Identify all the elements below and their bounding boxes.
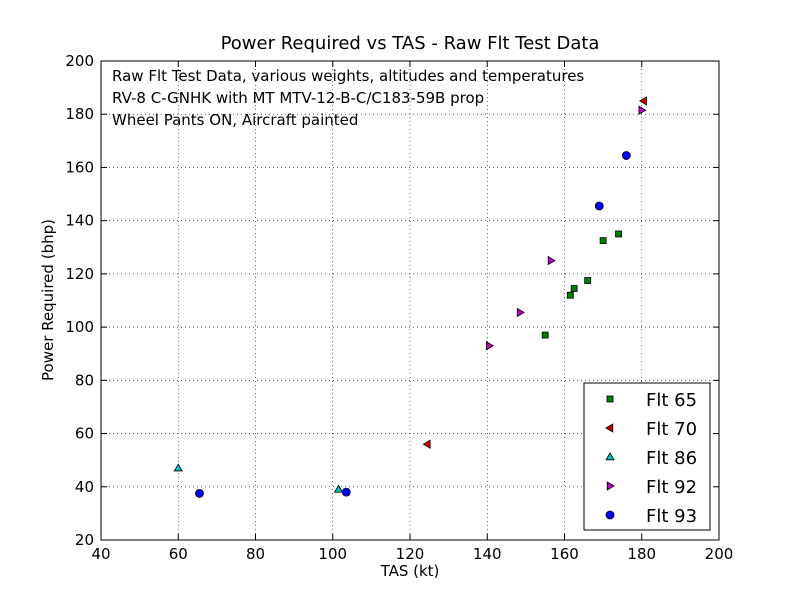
legend-marker <box>605 423 614 433</box>
data-point <box>516 307 525 318</box>
annotation-line: Wheel Pants ON, Aircraft painted <box>112 111 358 129</box>
data-point <box>341 487 351 497</box>
x-tick-label: 140 <box>473 545 502 563</box>
legend-marker <box>605 510 615 520</box>
legend-marker <box>606 481 615 491</box>
data-points <box>173 96 647 498</box>
grid-lines <box>101 61 719 540</box>
chart-legend: Flt 65 Flt 70 Flt 86 Flt 92 Flt 93 <box>583 382 711 531</box>
chart-annotations: Raw Flt Test Data, various weights, alti… <box>112 67 584 129</box>
legend-box <box>583 382 711 531</box>
y-tick-label: 20 <box>75 531 94 549</box>
data-point <box>594 201 604 211</box>
data-point <box>547 255 556 266</box>
x-tick-label: 40 <box>91 545 110 563</box>
x-tick-label: 100 <box>318 545 347 563</box>
x-tick-label: 80 <box>246 545 265 563</box>
data-point <box>584 277 592 284</box>
annotation-line: Raw Flt Test Data, various weights, alti… <box>112 67 584 85</box>
chart-title: Power Required vs TAS - Raw Flt Test Dat… <box>221 33 600 54</box>
y-tick-label: 100 <box>65 318 94 336</box>
y-tick-label: 80 <box>75 371 94 389</box>
data-point <box>485 341 494 351</box>
legend-marker <box>606 395 614 403</box>
legend-label: Flt 93 <box>646 506 697 527</box>
y-tick-label: 40 <box>75 478 94 496</box>
legend-label: Flt 92 <box>646 477 697 498</box>
x-tick-label: 160 <box>550 545 579 563</box>
legend-label: Flt 86 <box>646 448 697 469</box>
legend-label: Flt 70 <box>646 419 697 440</box>
data-point <box>621 151 631 160</box>
y-tick-label: 160 <box>65 158 94 176</box>
x-axis-label: TAS (kt) <box>380 562 440 580</box>
y-tick-label: 140 <box>65 212 94 230</box>
data-point <box>195 489 204 498</box>
data-point <box>615 230 622 238</box>
x-tick-label: 180 <box>627 545 656 563</box>
data-point <box>566 291 574 299</box>
data-point <box>173 463 183 472</box>
y-tick-label: 200 <box>65 52 94 70</box>
x-tick-label: 200 <box>705 545 734 563</box>
legend-marker <box>605 452 615 461</box>
data-point <box>333 484 344 493</box>
data-point <box>541 331 549 339</box>
y-tick-label: 60 <box>75 425 94 443</box>
data-point <box>422 439 431 449</box>
y-axis-label: Power Required (bhp) <box>39 219 57 381</box>
data-point <box>638 105 647 115</box>
x-tick-label: 60 <box>169 545 188 563</box>
data-point <box>570 285 578 292</box>
data-point <box>638 96 647 106</box>
x-tick-label: 120 <box>396 545 425 563</box>
data-point <box>599 237 607 245</box>
y-tick-label: 180 <box>65 105 94 123</box>
annotation-line: RV-8 C-GNHK with MT MTV-12-B-C/C183-59B … <box>112 89 484 107</box>
legend-label: Flt 65 <box>646 390 697 411</box>
y-tick-label: 120 <box>65 265 94 283</box>
axes: 40 60 80 100 120 140 160 180 2002040608010012014… <box>65 52 733 563</box>
